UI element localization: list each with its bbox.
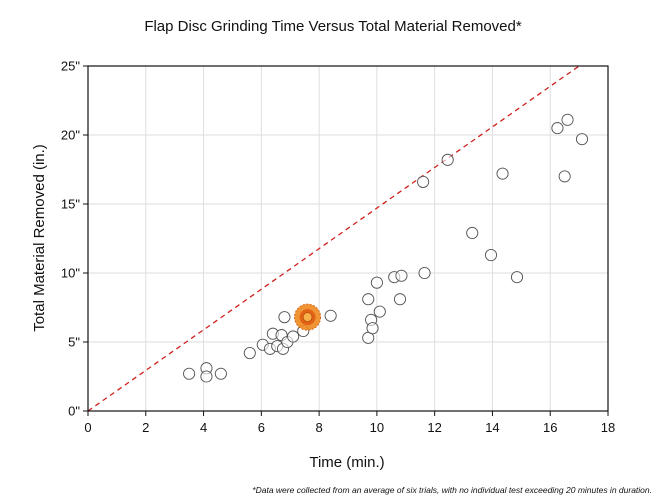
data-point [417,175,430,188]
x-axis-label: Time (min.) [309,454,384,471]
data-point [370,276,383,289]
y-axis-ticks: 0" 5" 10" 15" 20" 25" [61,59,88,419]
x-tick-label: 0 [84,420,91,435]
grid-lines [88,66,608,411]
x-axis-ticks: 0 2 4 6 8 10 12 14 16 18 [84,411,615,435]
data-point [561,113,574,126]
data-point [510,271,524,284]
x-tick-label: 10 [370,420,384,435]
x-tick-label: 8 [315,420,322,435]
y-tick-label: 5" [68,335,80,350]
plot-frame [87,65,609,412]
highlight-point [302,312,313,323]
data-point [418,266,431,280]
y-tick-label: 10" [61,266,80,281]
reference-line [87,65,580,412]
data-point [484,249,498,262]
data-point [200,370,213,383]
data-point [183,367,196,380]
y-tick-label: 25" [61,59,80,74]
data-points [183,113,589,383]
x-tick-label: 16 [543,420,557,435]
chart-title: Flap Disc Grinding Time Versus Total Mat… [144,18,522,35]
data-point [551,122,564,135]
x-tick-label: 6 [258,420,265,435]
data-point [466,226,479,240]
x-tick-label: 2 [142,420,149,435]
data-point [287,330,300,343]
data-point [243,346,256,360]
data-point [575,133,589,146]
y-axis-label: Total Material Removed (in.) [31,144,48,332]
footnote: *Data were collected from an average of … [252,485,652,495]
data-point [278,311,291,324]
data-point [441,153,454,166]
x-tick-label: 14 [485,420,499,435]
data-point [362,293,375,306]
data-point [373,305,386,318]
data-point [393,293,407,306]
x-tick-label: 12 [427,420,441,435]
y-tick-label: 20" [61,128,80,143]
y-tick-label: 0" [68,404,80,419]
data-point [366,322,379,335]
data-point [496,167,509,180]
data-point [214,367,227,380]
x-tick-label: 4 [200,420,207,435]
highlight-point-group [294,303,322,331]
data-point [395,269,408,282]
x-tick-label: 18 [601,420,615,435]
y-tick-label: 15" [61,197,80,212]
data-point [558,170,571,183]
data-point [324,309,337,322]
